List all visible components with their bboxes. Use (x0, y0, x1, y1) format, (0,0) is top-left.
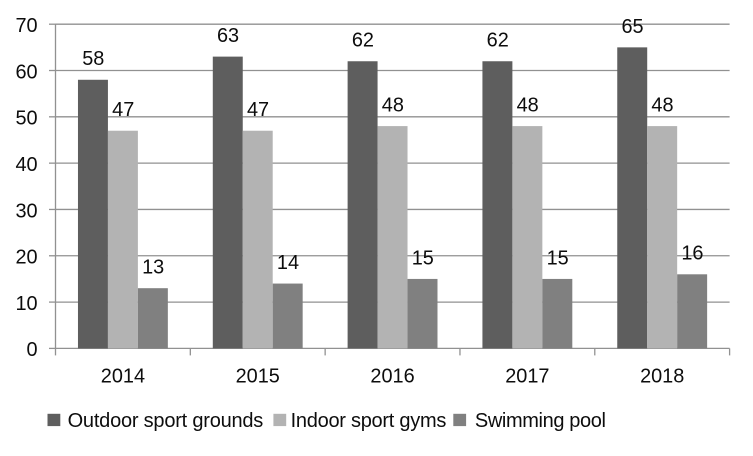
svg-text:Swimming pool: Swimming pool (475, 410, 606, 432)
svg-text:15: 15 (412, 247, 434, 269)
svg-text:2017: 2017 (505, 365, 549, 387)
svg-text:Indoor sport gyms: Indoor sport gyms (291, 410, 447, 432)
svg-text:60: 60 (15, 61, 37, 83)
svg-text:0: 0 (27, 339, 38, 361)
svg-text:65: 65 (621, 16, 643, 38)
svg-text:63: 63 (217, 25, 239, 47)
svg-text:15: 15 (547, 247, 569, 269)
svg-text:58: 58 (82, 48, 104, 70)
svg-text:50: 50 (15, 108, 37, 130)
svg-text:14: 14 (277, 252, 299, 274)
svg-text:48: 48 (382, 94, 404, 116)
svg-text:47: 47 (247, 99, 269, 121)
svg-text:10: 10 (15, 293, 37, 315)
svg-text:48: 48 (651, 94, 673, 116)
svg-text:16: 16 (681, 243, 703, 265)
svg-text:62: 62 (487, 30, 509, 52)
svg-text:40: 40 (15, 154, 37, 176)
svg-text:30: 30 (15, 200, 37, 222)
svg-text:62: 62 (352, 30, 374, 52)
svg-text:2016: 2016 (370, 365, 414, 387)
svg-text:20: 20 (15, 247, 37, 269)
svg-text:13: 13 (142, 257, 164, 279)
svg-text:2014: 2014 (101, 365, 145, 387)
svg-text:2015: 2015 (236, 365, 280, 387)
svg-text:2018: 2018 (640, 365, 684, 387)
svg-text:Outdoor sport grounds: Outdoor sport grounds (68, 410, 264, 432)
svg-text:47: 47 (112, 99, 134, 121)
svg-text:70: 70 (15, 15, 37, 37)
svg-text:48: 48 (517, 94, 539, 116)
